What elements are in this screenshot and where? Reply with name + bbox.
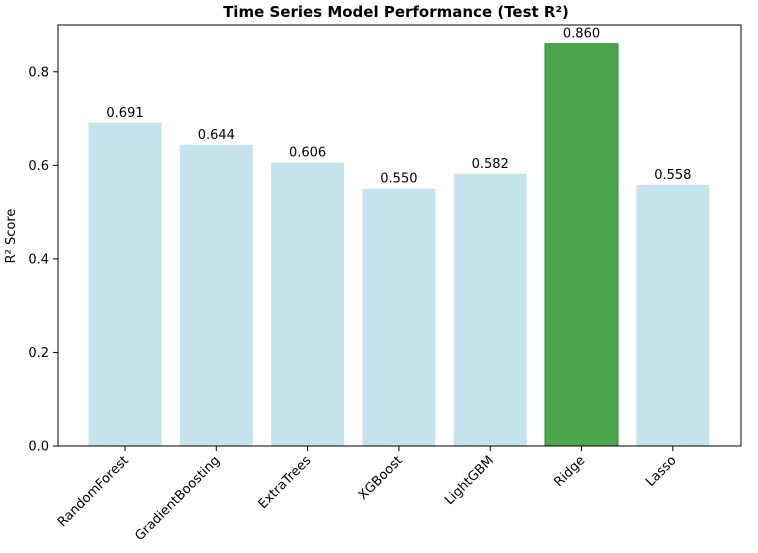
x-tick-label-lightgbm: LightGBM — [442, 453, 497, 508]
data-label-ridge: 0.860 — [563, 27, 600, 42]
data-label-lasso: 0.558 — [654, 168, 691, 183]
x-tick-label-lasso: Lasso — [643, 453, 680, 490]
data-label-lightgbm: 0.582 — [472, 157, 509, 172]
chart-title: Time Series Model Performance (Test R²) — [223, 3, 569, 21]
bar-ridge — [544, 43, 619, 447]
y-tick-label: 0.8 — [28, 65, 49, 80]
y-axis-label: R² Score — [4, 209, 19, 264]
bar-randomforest — [88, 122, 162, 446]
y-tick-label: 0.6 — [28, 159, 49, 174]
data-label-xgboost: 0.550 — [380, 172, 417, 187]
data-label-randomforest: 0.691 — [106, 106, 143, 121]
y-tick-label: 0.4 — [28, 252, 49, 267]
x-tick-label-xgboost: XGBoost — [356, 453, 406, 503]
plot-frame — [57, 24, 742, 447]
y-tick-label: 0.0 — [28, 440, 49, 455]
data-label-gradientboosting: 0.644 — [198, 128, 235, 143]
x-tick-label-extratrees: ExtraTrees — [256, 453, 315, 512]
bar-lightgbm — [453, 173, 527, 446]
data-label-extratrees: 0.606 — [289, 146, 326, 161]
bar-lasso — [636, 184, 710, 447]
bar-extratrees — [271, 162, 345, 446]
x-tick-label-gradientboosting: GradientBoosting — [132, 453, 223, 544]
bar-xgboost — [362, 188, 436, 446]
y-tick-label: 0.2 — [28, 346, 49, 361]
bar-gradientboosting — [179, 144, 253, 447]
x-tick-label-ridge: Ridge — [551, 453, 588, 490]
x-tick-label-randomforest: RandomForest — [55, 453, 132, 530]
bars-layer: 0.691 0.644 0.606 0.550 0.582 0.860 0.558 — [88, 27, 710, 447]
